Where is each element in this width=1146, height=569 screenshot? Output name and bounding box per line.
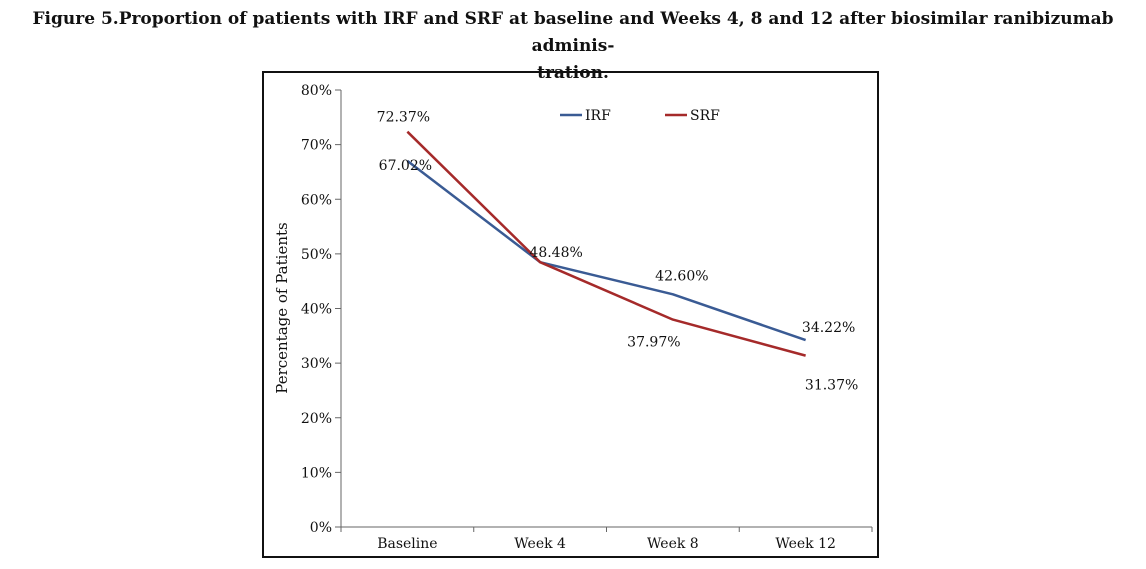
y-tick-label: 40% <box>301 302 332 318</box>
series-line-irf <box>406 159 807 342</box>
y-tick-label: 80% <box>301 83 332 99</box>
figure-caption: Figure 5.Proportion of patients with IRF… <box>20 6 1126 87</box>
y-tick-label: 30% <box>301 356 332 372</box>
caption-line-1: Figure 5.Proportion of patients with IRF… <box>32 9 1114 56</box>
y-tick-label: 70% <box>301 138 332 154</box>
data-label-srf: 31.37% <box>805 378 858 394</box>
data-label-irf: 34.22% <box>802 320 855 336</box>
y-tick-label: 10% <box>301 465 332 481</box>
data-label-irf: 48.48% <box>529 245 582 261</box>
data-label-irf: 42.60% <box>655 268 708 284</box>
series-lines <box>406 130 807 357</box>
y-tick-label: 50% <box>301 247 332 263</box>
x-axis: Baseline Week 4 Week 8 Week 12 <box>340 526 873 552</box>
caption-line-2: tration. <box>537 63 609 83</box>
x-tick-label: Week 4 <box>514 536 566 552</box>
y-tick-label: 60% <box>301 192 332 208</box>
chart-frame <box>262 71 879 558</box>
y-axis: 0% 10% 20% 30% 40% 50% 60% 70% 80% <box>301 83 342 536</box>
y-tick-label: 0% <box>310 520 332 536</box>
legend-label-srf: SRF <box>690 108 720 124</box>
legend: IRF SRF <box>560 108 720 124</box>
data-label-srf: 72.37% <box>377 110 430 126</box>
legend-label-irf: IRF <box>585 108 611 124</box>
data-labels: 67.02% 48.48% 42.60% 34.22% 72.37% 37.97% 31.3… <box>377 110 859 394</box>
y-axis-title: Percentage of Patients <box>273 222 291 393</box>
series-line-srf <box>406 130 806 357</box>
data-label-irf: 67.02% <box>379 158 432 174</box>
y-tick-label: 20% <box>301 411 332 427</box>
x-tick-label: Week 8 <box>647 536 699 552</box>
x-tick-label: Week 12 <box>775 536 836 552</box>
data-label-srf: 37.97% <box>627 335 680 351</box>
x-tick-label: Baseline <box>377 536 437 552</box>
